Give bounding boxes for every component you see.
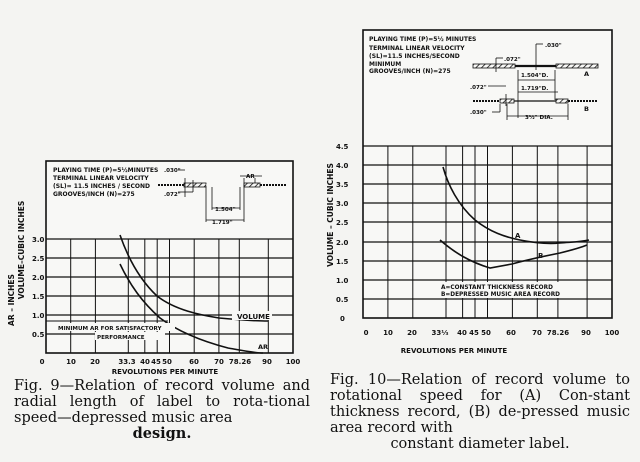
svg-text:10: 10 <box>383 329 393 337</box>
svg-text:3.0: 3.0 <box>32 236 45 244</box>
svg-text:40: 40 <box>457 329 467 337</box>
fig9-volume-label: VOLUME <box>237 313 270 321</box>
svg-text:4.0: 4.0 <box>336 162 349 170</box>
svg-text:3½" DIA.: 3½" DIA. <box>525 114 553 121</box>
fig9-y-axis-label-ar: AR – INCHES <box>7 274 16 326</box>
svg-text:90: 90 <box>581 329 591 337</box>
fig9-minimum-label-1: MINIMUM AR FOR SATISFACTORY <box>58 326 162 332</box>
fig10-y-axis-label: VOLUME – CUBIC INCHES <box>326 163 335 267</box>
svg-text:(SL)=11.5 INCHES/SECOND: (SL)=11.5 INCHES/SECOND <box>369 53 460 60</box>
svg-text:1.0: 1.0 <box>336 277 349 285</box>
svg-text:0.5: 0.5 <box>32 331 45 339</box>
fig9-y-axis-label-volume: VOLUME–CUBIC INCHES <box>17 201 26 300</box>
fig9-record-cross-section-diagram: .030" .072" 1.504" 1.719" AR <box>158 168 287 226</box>
svg-text:0: 0 <box>40 358 45 366</box>
svg-text:90: 90 <box>262 358 272 366</box>
svg-text:50: 50 <box>481 329 491 337</box>
svg-text:33⅓: 33⅓ <box>432 329 449 337</box>
fig10-parameters-block: PLAYING TIME (P)=5½ MINUTES TERMINAL LIN… <box>369 36 476 75</box>
svg-text:.030": .030" <box>164 168 181 174</box>
svg-text:70: 70 <box>532 329 542 337</box>
svg-text:GROOVES/INCH (N)=275: GROOVES/INCH (N)=275 <box>369 68 451 75</box>
svg-text:1.719": 1.719" <box>212 220 233 226</box>
svg-text:70: 70 <box>214 358 224 366</box>
svg-text:2.0: 2.0 <box>32 274 45 282</box>
svg-text:PLAYING TIME (P)=5½ MINUTES: PLAYING TIME (P)=5½ MINUTES <box>369 36 476 43</box>
svg-text:20: 20 <box>90 358 100 366</box>
figure-9-chart: MINIMUM AR FOR SATISFACTORY PERFORMANCE … <box>7 160 301 376</box>
fig10-x-axis-label: REVOLUTIONS PER MINUTE <box>401 347 508 355</box>
svg-text:B: B <box>584 105 589 113</box>
svg-text:78.26: 78.26 <box>547 329 569 337</box>
fig9-volume-curve <box>119 234 269 322</box>
svg-text:33.3: 33.3 <box>118 358 135 366</box>
svg-text:4.5: 4.5 <box>336 143 349 151</box>
svg-text:100: 100 <box>286 358 301 366</box>
svg-text:1.5: 1.5 <box>32 293 45 301</box>
fig9-y-ticks: 3.0 2.5 2.0 1.5 1.0 0.5 <box>32 236 45 339</box>
fig10-y-ticks: 4.5 4.0 3.5 3.0 2.5 2.0 1.5 1.0 0.5 0 <box>336 143 349 323</box>
svg-text:MINIMUM: MINIMUM <box>369 61 401 68</box>
svg-text:.072": .072" <box>504 57 521 63</box>
fig10-legend-b: B=DEPRESSED MUSIC AREA RECORD <box>441 292 560 298</box>
fig10-curve-a <box>442 166 590 245</box>
fig10-label-b: B <box>538 252 543 260</box>
fig9-ar-label: AR <box>258 343 268 351</box>
svg-text:3.5: 3.5 <box>336 181 349 189</box>
fig9-minimum-label-2: PERFORMANCE <box>97 335 145 341</box>
fig9-x-ticks: 0 10 20 33.3 40 45 50 60 70 78.26 90 100 <box>40 358 301 366</box>
svg-text:1.719"D.: 1.719"D. <box>521 86 548 92</box>
fig9-x-axis-label: REVOLUTIONS PER MINUTE <box>112 368 219 376</box>
svg-text:TERMINAL LINEAR VELOCITY: TERMINAL LINEAR VELOCITY <box>369 45 465 52</box>
svg-text:0.5: 0.5 <box>336 296 349 304</box>
svg-text:60: 60 <box>506 329 516 337</box>
svg-text:A: A <box>584 70 589 78</box>
svg-text:40: 40 <box>140 358 150 366</box>
svg-text:45: 45 <box>151 358 161 366</box>
svg-text:50: 50 <box>162 358 172 366</box>
fig10-x-ticks: 0 10 20 33⅓ 40 45 50 60 70 78.26 90 100 <box>364 329 620 337</box>
svg-text:AR: AR <box>246 174 255 180</box>
fig10-label-a: A <box>515 232 521 240</box>
svg-text:1.504"D.: 1.504"D. <box>521 73 548 79</box>
svg-text:100: 100 <box>605 329 620 337</box>
svg-text:1.0: 1.0 <box>32 312 45 320</box>
svg-text:78.26: 78.26 <box>229 358 251 366</box>
svg-text:45: 45 <box>469 329 479 337</box>
svg-text:3.0: 3.0 <box>336 200 349 208</box>
svg-text:1.5: 1.5 <box>336 258 349 266</box>
svg-text:GROOVES/INCH (N)=275: GROOVES/INCH (N)=275 <box>53 191 135 198</box>
fig10-record-cross-section-diagram: .030" .072" 1.504"D. 1.719"D. .072" .030… <box>470 43 599 121</box>
fig9-ar-curve <box>119 263 264 354</box>
svg-text:1.504": 1.504" <box>215 207 236 213</box>
svg-text:2.5: 2.5 <box>336 219 349 227</box>
fig10-legend-a: A=CONSTANT THICKNESS RECORD <box>441 285 553 291</box>
fig10-curve-b <box>439 239 588 269</box>
svg-text:2.0: 2.0 <box>336 239 349 247</box>
svg-text:20: 20 <box>407 329 417 337</box>
figure-10-caption: Fig. 10—Relation of record volume to rot… <box>330 372 630 452</box>
svg-text:PLAYING TIME (P)=5½MINUTES: PLAYING TIME (P)=5½MINUTES <box>53 167 158 174</box>
svg-text:0: 0 <box>340 315 345 323</box>
figure-10-chart: A B A=CONSTANT THICKNESS RECORD B=DEPRES… <box>326 29 620 355</box>
svg-text:60: 60 <box>189 358 199 366</box>
svg-text:(SL)= 11.5 INCHES / SECOND: (SL)= 11.5 INCHES / SECOND <box>53 183 150 190</box>
svg-text:0: 0 <box>364 329 369 337</box>
svg-text:.030": .030" <box>545 43 562 49</box>
figure-9-caption: Fig. 9—Relation of record volume and rad… <box>14 378 310 442</box>
svg-text:.030": .030" <box>470 110 487 116</box>
svg-text:2.5: 2.5 <box>32 255 45 263</box>
svg-text:.072": .072" <box>164 192 181 198</box>
svg-text:TERMINAL LINEAR VELOCITY: TERMINAL LINEAR VELOCITY <box>53 175 149 182</box>
svg-text:.072": .072" <box>470 85 487 91</box>
fig9-parameters-block: PLAYING TIME (P)=5½MINUTES TERMINAL LINE… <box>53 167 158 198</box>
svg-text:10: 10 <box>66 358 76 366</box>
